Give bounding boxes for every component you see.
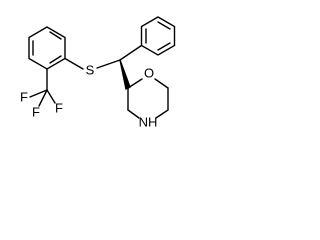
wedge-bond: [119, 59, 131, 91]
bond: [46, 89, 56, 104]
atom-label: S: [86, 62, 95, 77]
bond: [127, 78, 143, 89]
atom-label: F: [32, 104, 40, 119]
bond: [154, 78, 169, 89]
bond: [155, 109, 169, 119]
ring-right: [140, 16, 176, 56]
bond: [96, 59, 121, 69]
double-bond: [49, 31, 62, 40]
atom-label: O: [144, 65, 154, 80]
atom-label: F: [20, 89, 28, 104]
molecule-diagram: S O NH F F F: [20, 16, 176, 129]
atom-label: F: [55, 100, 63, 115]
ring-left: [28, 26, 66, 70]
atom-label: NH: [139, 114, 158, 129]
bond: [64, 57, 84, 70]
bond: [127, 109, 140, 119]
bond: [38, 89, 48, 107]
bond: [29, 89, 48, 98]
double-bond: [49, 55, 62, 64]
double-bond: [157, 21, 171, 30]
bonds: [28, 16, 176, 119]
double-bond: [157, 42, 171, 51]
page: S O NH F F F (() => { const data = JSON.…: [20, 16, 176, 130]
bond: [119, 44, 143, 61]
